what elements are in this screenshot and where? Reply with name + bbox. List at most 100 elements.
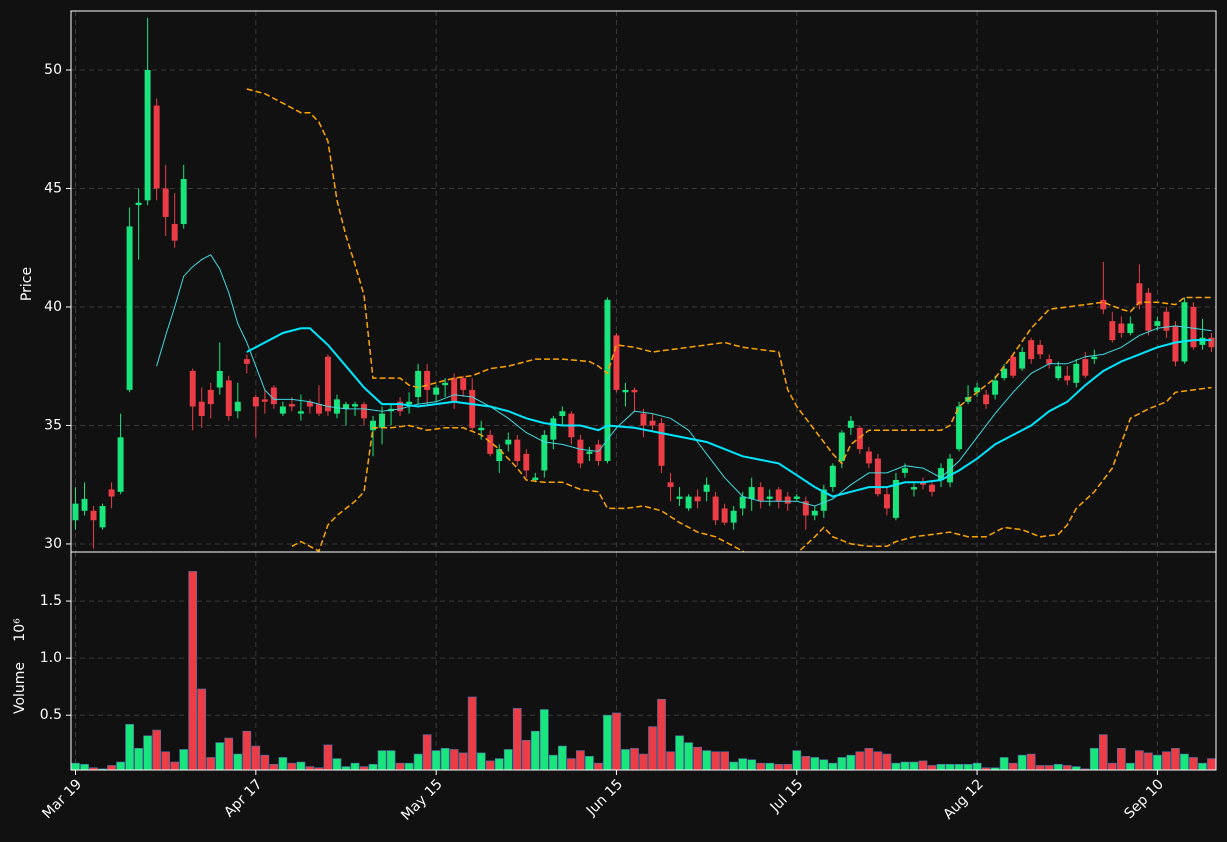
volume-bar <box>630 748 639 770</box>
candle-body <box>1181 302 1188 362</box>
price-axis-label: Price <box>19 267 35 301</box>
volume-bar <box>1053 763 1063 770</box>
candle-body <box>487 434 494 454</box>
volume-bar <box>1089 748 1099 770</box>
volume-bar <box>485 760 495 770</box>
volume-bar <box>1189 757 1198 770</box>
volume-bar <box>440 748 450 770</box>
volume-bar <box>900 761 910 770</box>
volume-bar <box>449 749 459 770</box>
volume-bar <box>819 759 829 770</box>
volume-bar <box>242 730 252 770</box>
volume-bar <box>431 750 441 770</box>
candle-body <box>667 482 674 488</box>
volume-bar <box>188 571 198 770</box>
volume-bar <box>170 761 180 770</box>
volume-bar <box>260 754 270 770</box>
volume-bar <box>413 753 423 770</box>
candle-body <box>379 413 386 428</box>
volume-bar <box>395 762 405 770</box>
candle-body <box>685 496 692 509</box>
volume-bar <box>1153 754 1162 770</box>
volume-bar <box>837 757 847 770</box>
volume-bar <box>350 762 360 770</box>
candle-body <box>234 401 241 412</box>
volume-bar <box>359 766 369 770</box>
volume-bar <box>702 750 711 770</box>
candle-body <box>81 498 88 511</box>
volume-bar <box>1026 753 1036 770</box>
volume-bar <box>792 750 802 770</box>
candle-body <box>1055 366 1062 379</box>
candle-body <box>721 508 728 523</box>
candle-body <box>126 226 133 390</box>
volume-bar <box>332 758 342 770</box>
volume-bar <box>278 757 288 770</box>
volume-bar <box>134 748 143 770</box>
candle-body <box>1010 356 1017 376</box>
volume-bar <box>990 767 1000 770</box>
candle-body <box>676 496 683 499</box>
volume-bar <box>675 735 684 770</box>
candle-body <box>775 489 782 502</box>
candle-body <box>442 382 449 386</box>
volume-bar <box>999 757 1009 770</box>
candle-body <box>694 496 701 502</box>
volume-bar <box>684 742 693 770</box>
volume-bar <box>693 746 702 770</box>
candle-body <box>595 444 602 462</box>
volume-bar <box>125 724 134 770</box>
candle-body <box>1019 351 1026 369</box>
volume-bar <box>422 734 432 770</box>
candle-body <box>297 411 304 414</box>
volume-bar <box>1035 765 1045 770</box>
indicator-line <box>156 254 1212 507</box>
candle-body <box>622 389 629 393</box>
volume-bar <box>612 712 621 770</box>
volume-bar <box>71 762 80 770</box>
candle-body <box>153 105 160 189</box>
candle-body <box>649 420 656 426</box>
volume-bar <box>864 748 874 770</box>
candle-body <box>451 378 458 402</box>
candle-body <box>983 394 990 405</box>
candle-body <box>496 449 503 462</box>
volume-bar <box>954 763 964 770</box>
volume-bar <box>756 762 766 770</box>
volume-bar <box>1162 751 1171 770</box>
volume-bar <box>1017 754 1027 770</box>
volume-bar <box>152 729 162 770</box>
candle-body <box>144 70 151 201</box>
candle-body <box>1028 340 1035 360</box>
candle-body <box>261 399 268 402</box>
candle-body <box>631 389 638 393</box>
candle-body <box>793 496 800 499</box>
candle-body <box>216 370 223 388</box>
volume-bar <box>287 762 297 770</box>
volume-bar <box>377 750 387 770</box>
candle-body <box>658 423 665 466</box>
candle-body <box>72 503 79 521</box>
candle-body <box>847 420 854 428</box>
y-tick-label: 45 <box>44 180 62 196</box>
volume-bar <box>927 765 937 770</box>
candle-body <box>514 439 521 462</box>
volume-bar <box>530 730 540 770</box>
candle-body <box>586 451 593 454</box>
candle-body <box>956 406 963 450</box>
candle-body <box>1100 299 1107 310</box>
volume-bar <box>1098 734 1108 770</box>
volume-bar <box>341 766 351 770</box>
candle-body <box>424 370 431 390</box>
volume-bar <box>143 735 152 770</box>
candle-body <box>901 468 908 473</box>
candle-body <box>252 397 259 407</box>
candles <box>72 17 1215 552</box>
volume-bar <box>404 762 414 770</box>
candle-body <box>406 401 413 405</box>
candle-body <box>784 496 791 504</box>
candle-body <box>207 389 214 405</box>
volume-bar <box>873 751 883 770</box>
candle-body <box>929 484 935 492</box>
candle-body <box>811 510 818 516</box>
